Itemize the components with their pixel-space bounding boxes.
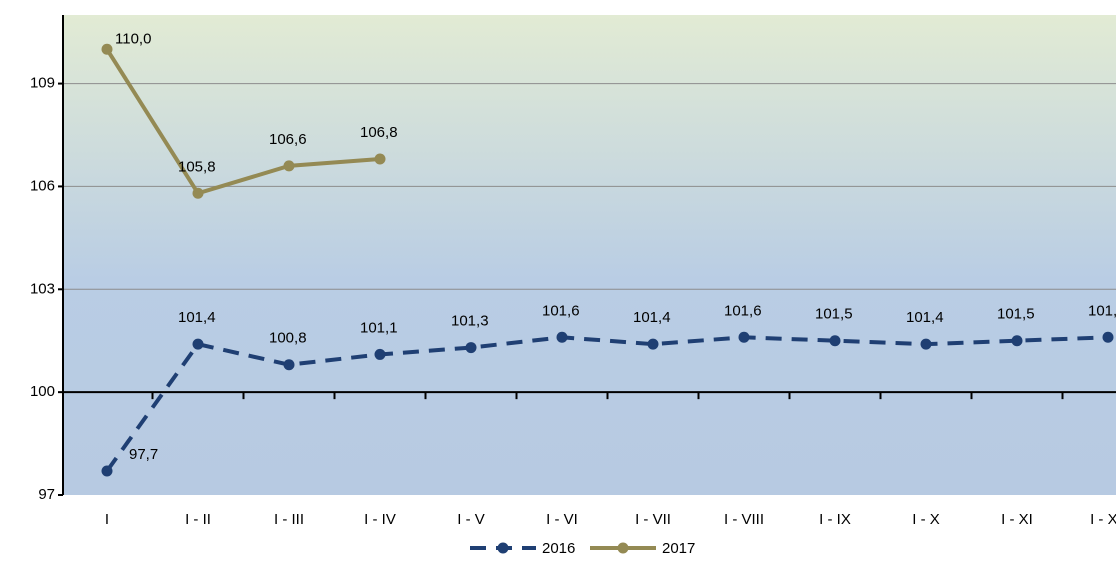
data-label: 101,6: [542, 302, 580, 319]
legend-marker: [497, 542, 509, 554]
x-tick-label: I - X: [912, 511, 940, 528]
x-tick-label: I - III: [274, 511, 304, 528]
data-label: 101,5: [997, 306, 1035, 323]
marker: [374, 348, 386, 360]
x-tick-label: I - II: [185, 511, 211, 528]
data-label: 106,6: [269, 131, 307, 148]
data-label: 101,5: [815, 306, 853, 323]
marker: [920, 338, 932, 350]
x-tick-label: I - IV: [364, 511, 396, 528]
x-tick-label: I - IX: [819, 511, 851, 528]
legend-label: 2017: [662, 540, 695, 557]
data-label: 97,7: [129, 446, 158, 463]
marker: [374, 153, 386, 165]
marker: [1011, 335, 1023, 347]
data-label: 101,1: [360, 319, 398, 336]
legend-label: 2016: [542, 540, 575, 557]
data-label: 101,6: [724, 302, 762, 319]
marker: [1102, 331, 1114, 343]
marker: [465, 342, 477, 354]
marker: [101, 43, 113, 55]
data-label: 110,0: [115, 30, 151, 47]
x-tick-label: I - VII: [635, 511, 671, 528]
y-tick-label: 100: [30, 383, 55, 400]
data-label: 101,4: [633, 309, 671, 326]
x-tick-label: I: [105, 511, 109, 528]
series-line: [105, 48, 381, 196]
data-label: 101,4: [178, 309, 216, 326]
marker: [556, 331, 568, 343]
x-tick-label: I - XII: [1090, 511, 1116, 528]
marker: [192, 338, 204, 350]
marker: [738, 331, 750, 343]
data-label: 101,4: [906, 309, 944, 326]
x-tick-label: I - XI: [1001, 511, 1033, 528]
x-tick-label: I - V: [457, 511, 485, 528]
x-tick-label: I - VI: [546, 511, 578, 528]
marker: [647, 338, 659, 350]
x-tick-label: I - VIII: [724, 511, 764, 528]
data-label: 101,3: [451, 313, 489, 330]
y-tick-label: 109: [30, 75, 55, 92]
marker: [829, 335, 841, 347]
data-label: 101,6: [1088, 302, 1116, 319]
data-label: 106,8: [360, 124, 398, 141]
marker: [192, 187, 204, 199]
y-tick-label: 106: [30, 177, 55, 194]
marker: [101, 465, 113, 477]
marker: [283, 160, 295, 172]
legend-marker: [617, 542, 629, 554]
data-label: 100,8: [269, 330, 307, 347]
marker: [283, 359, 295, 371]
y-tick-label: 103: [30, 280, 55, 297]
y-tick-label: 97: [38, 486, 55, 503]
plot-area: [63, 15, 1116, 495]
data-label: 105,8: [178, 158, 216, 175]
